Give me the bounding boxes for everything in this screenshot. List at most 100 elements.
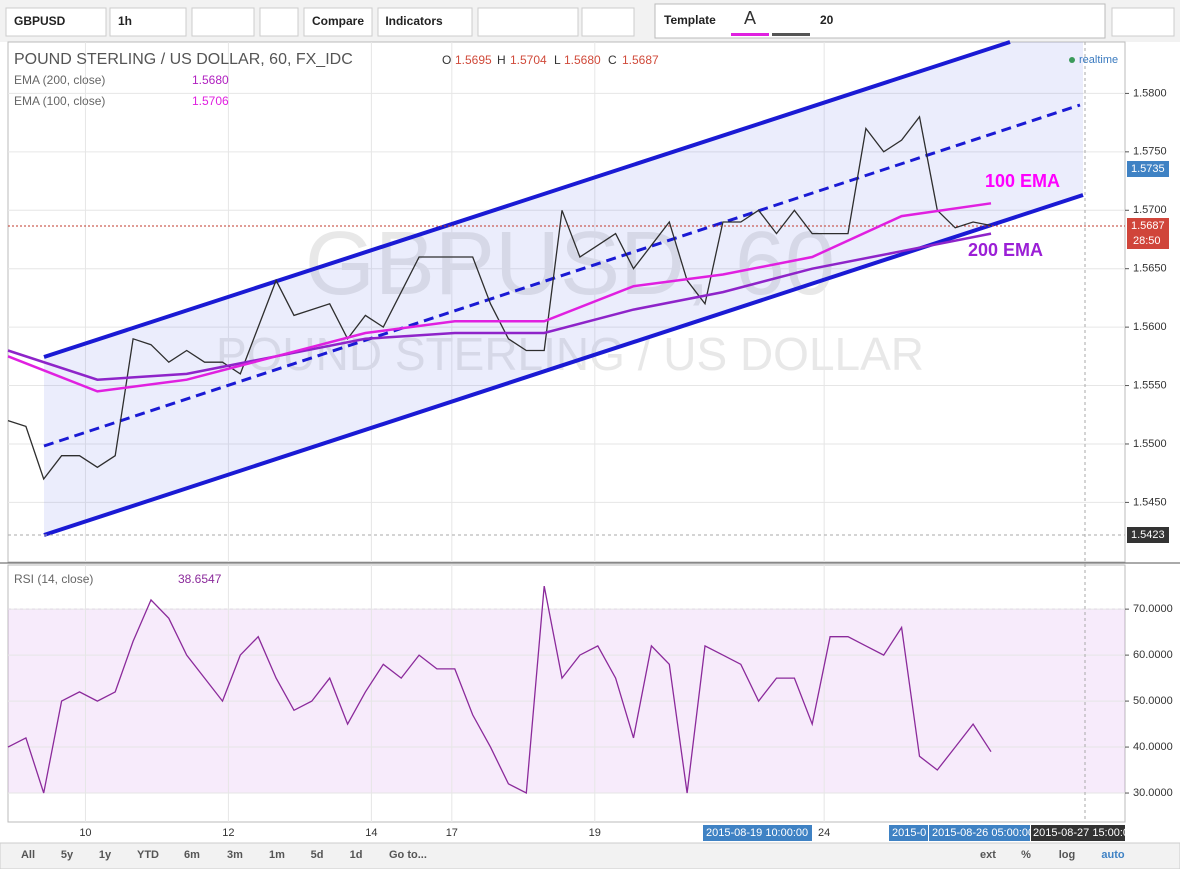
indicator-line	[7, 585, 992, 795]
price-label-box	[1127, 218, 1169, 234]
grid	[8, 42, 1129, 822]
countdown: 28:50	[1133, 235, 1161, 247]
date-label-box	[929, 825, 1030, 841]
text-icon[interactable]: A	[744, 8, 756, 28]
indicator-name[interactable]: RSI (14, close)	[14, 572, 93, 586]
ohlc-label: L	[554, 53, 561, 67]
y-tick-label: 1.5600	[1133, 321, 1167, 333]
compare-box[interactable]	[303, 7, 373, 37]
scale-option[interactable]: auto	[1101, 849, 1125, 861]
date-label: 2015-0	[892, 827, 926, 839]
date-label: 2015-08-26 05:00:00	[932, 827, 1034, 839]
channel-upper[interactable]	[43, 40, 1011, 359]
indicator-name[interactable]: EMA (200, close)	[14, 73, 105, 87]
symbol[interactable]: GBPUSD	[14, 14, 66, 28]
indicator-value: 38.6547	[178, 572, 222, 586]
y-tick-label: 1.5750	[1133, 146, 1167, 158]
template-button[interactable]: Template	[664, 13, 716, 27]
text-color[interactable]	[731, 33, 769, 36]
channel-fill	[44, 42, 1083, 535]
range-button[interactable]: YTD	[137, 849, 159, 861]
y-tick-label: 1.5650	[1133, 263, 1167, 275]
price-label: 1.5423	[1131, 529, 1165, 541]
scale-option[interactable]: log	[1059, 849, 1076, 861]
undo-redo[interactable]	[581, 7, 635, 37]
interval[interactable]: 1h	[118, 14, 132, 28]
y-tick-label: 1.5550	[1133, 379, 1167, 391]
y-tick-label: 1.5500	[1133, 438, 1167, 450]
scale-option[interactable]: ext	[980, 849, 996, 861]
interval-box[interactable]	[109, 7, 187, 37]
date-label-box	[1031, 825, 1125, 841]
publish-button[interactable]	[1111, 7, 1175, 37]
series	[7, 115, 992, 795]
indicators-box[interactable]	[377, 7, 473, 37]
x-tick-label: 19	[589, 827, 601, 839]
price-label: 1.5735	[1131, 163, 1165, 175]
date-label: 2015-08-19 10:00:00	[706, 827, 808, 839]
ohlc-value: 1.5704	[510, 53, 547, 67]
ohlc-label: O	[442, 53, 451, 67]
y-tick-label: 60.0000	[1133, 649, 1173, 661]
bottom-buttons: All 5y 1y YTD 6m 3m 1m 5d 1d Go to... ext% log auto	[21, 849, 1125, 861]
range-button[interactable]: 3m	[227, 849, 243, 861]
y-tick-label: 40.0000	[1133, 741, 1173, 753]
x-tick-label: 12	[222, 827, 234, 839]
range-button[interactable]: 1m	[269, 849, 285, 861]
date-label-box	[703, 825, 812, 841]
range-button[interactable]: 5d	[311, 849, 324, 861]
indicator-value: 1.5706	[192, 94, 229, 108]
y-tick-label: 1.5450	[1133, 496, 1167, 508]
symbol-box[interactable]	[5, 7, 107, 37]
ohlc-label: C	[608, 53, 617, 67]
range-button[interactable]: All	[21, 849, 35, 861]
x-tick-label: 17	[446, 827, 458, 839]
y-tick-label: 1.5700	[1133, 204, 1167, 216]
legend-title: POUND STERLING / US DOLLAR, 60, FX_IDC	[14, 51, 353, 68]
channel-lower[interactable]	[43, 193, 1084, 537]
font-size[interactable]: 20	[820, 13, 834, 27]
y-tick-label: 1.5800	[1133, 87, 1167, 99]
y-tick-label: 70.0000	[1133, 603, 1173, 615]
channel-middle[interactable]	[43, 103, 1081, 448]
chart-style-button[interactable]	[191, 7, 255, 37]
ohlc-label: H	[497, 53, 506, 67]
ohlc-value: 1.5695	[455, 53, 492, 67]
x-tick-label: 14	[365, 827, 377, 839]
price-label-box	[1127, 527, 1169, 543]
rsi-pane	[7, 564, 1126, 823]
indicators-button[interactable]: Indicators	[385, 14, 443, 28]
range-button[interactable]: 1d	[350, 849, 363, 861]
price-pane	[7, 41, 1126, 563]
range-button[interactable]: 1y	[99, 849, 112, 861]
price-label-box	[1127, 234, 1169, 249]
bottom-bar	[0, 842, 1180, 869]
scale-option[interactable]: %	[1021, 849, 1031, 861]
goto-button[interactable]: Go to...	[389, 849, 427, 861]
price-label: 1.5687	[1131, 220, 1165, 232]
indicator-line	[7, 232, 992, 381]
alert-box[interactable]	[477, 7, 579, 37]
range-button[interactable]: 5y	[61, 849, 74, 861]
range-button[interactable]: 6m	[184, 849, 200, 861]
ohlc-value: 1.5680	[564, 53, 601, 67]
ohlc-value: 1.5687	[622, 53, 659, 67]
realtime-dot	[1069, 57, 1075, 63]
price-label-box	[1127, 161, 1169, 177]
settings-button[interactable]	[259, 7, 299, 37]
y-tick-label: 30.0000	[1133, 787, 1173, 799]
watermark-description: POUND STERLING / US DOLLAR	[216, 328, 924, 380]
x-tick-label: 24	[818, 827, 830, 839]
line-color[interactable]	[772, 33, 810, 36]
realtime: realtime	[1079, 54, 1118, 66]
annotation[interactable]: 200 EMA	[968, 240, 1043, 260]
y-tick-label: 50.0000	[1133, 695, 1173, 707]
date-label-box	[889, 825, 928, 841]
indicator-value: 1.5680	[192, 73, 229, 87]
drawing-toolbar	[654, 3, 1106, 39]
indicator-name[interactable]: EMA (100, close)	[14, 94, 105, 108]
indicator-line	[7, 202, 992, 393]
compare-button[interactable]: Compare	[312, 14, 364, 28]
annotation[interactable]: 100 EMA	[985, 171, 1060, 191]
